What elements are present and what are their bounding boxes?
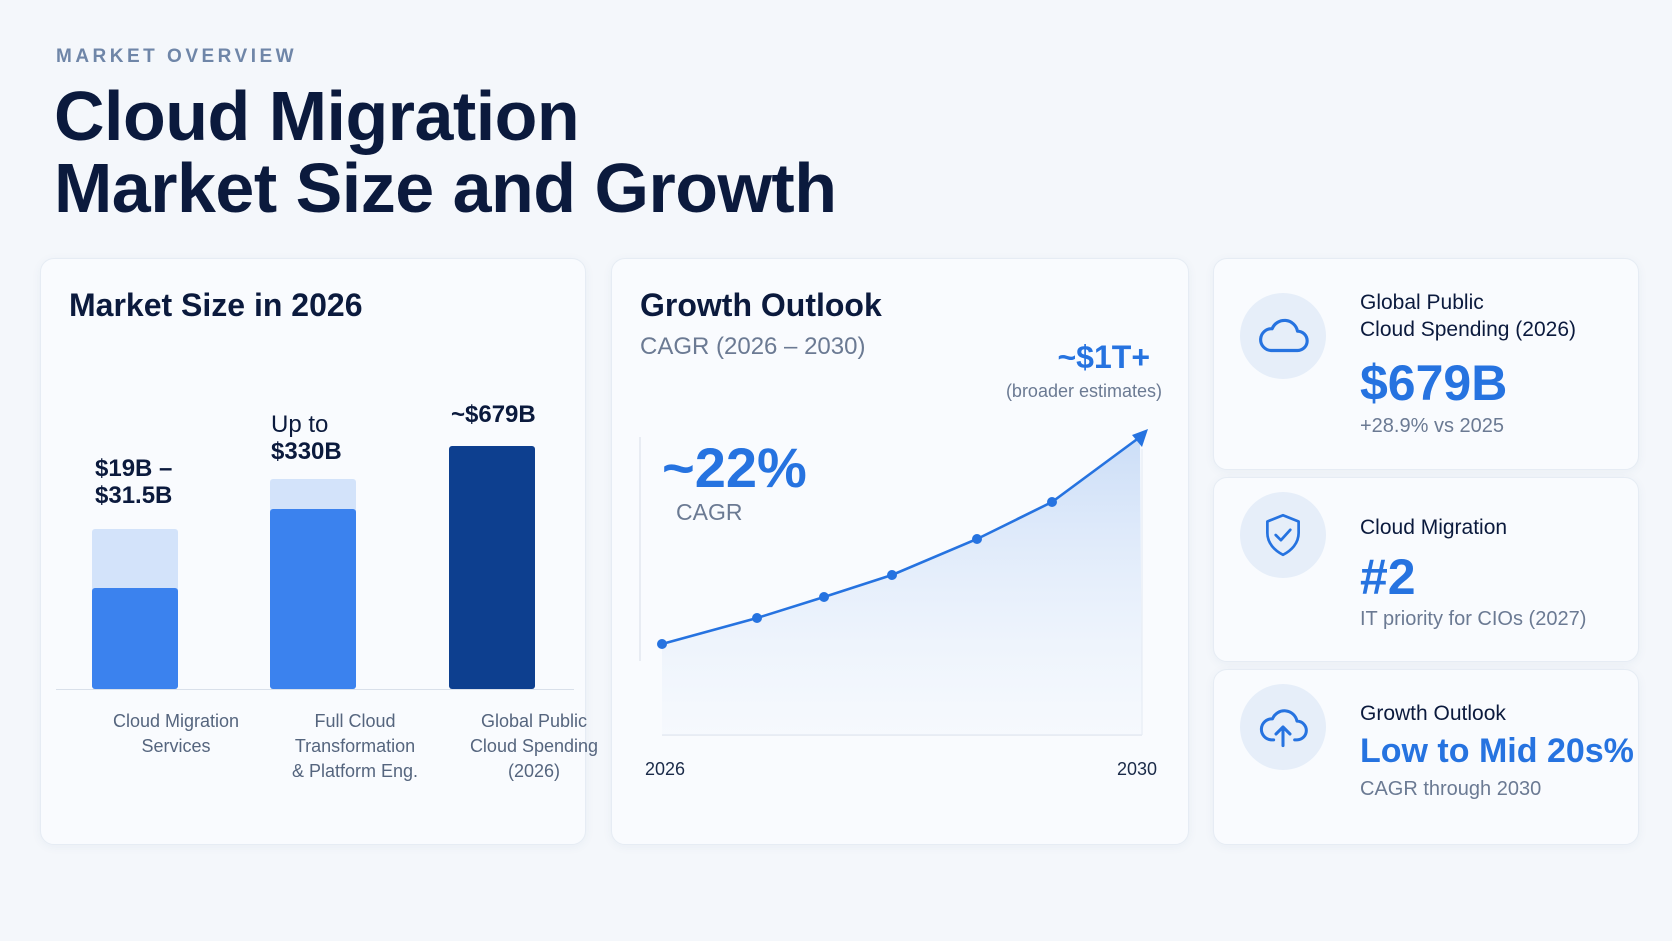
growth-point-3: [819, 592, 829, 602]
kpi-card-growth-outlook: Growth Outlook Low to Mid 20s% CAGR thro…: [1213, 669, 1639, 845]
kpi-3-note: CAGR through 2030: [1360, 778, 1542, 800]
bar-category-1: Cloud Migration Services: [101, 709, 251, 759]
bar-3: [449, 446, 535, 689]
page-title-line-2: Market Size and Growth: [54, 149, 837, 227]
growth-outlook-card: Growth Outlook CAGR (2026 – 2030) ~22% C…: [611, 258, 1189, 845]
bar-category-2: Full Cloud Transformation & Platform Eng…: [280, 709, 430, 784]
kpi-1-label-line-2: Cloud Spending (2026): [1360, 318, 1576, 341]
end-value-note: (broader estimates): [1005, 381, 1162, 401]
kpi-1-label-line-1: Global Public: [1360, 291, 1484, 314]
growth-outlook-title: Growth Outlook: [640, 287, 882, 323]
kpi-card-migration-priority: Cloud Migration #2 IT priority for CIOs …: [1213, 477, 1639, 662]
kpi-1-note: +28.9% vs 2025: [1360, 415, 1504, 437]
bar-2: [270, 509, 356, 689]
growth-point-2: [752, 613, 762, 623]
kpi-card-public-cloud: Global Public Cloud Spending (2026) $679…: [1213, 258, 1639, 470]
cagr-label: CAGR: [676, 499, 743, 525]
kpi-1-value: $679B: [1360, 355, 1508, 411]
kpi-1-label: Global Public Cloud Spending (2026): [1360, 289, 1576, 343]
bar-value-1-line-2: $31.5B: [95, 482, 173, 509]
kpi-2-label: Cloud Migration: [1360, 516, 1508, 539]
bar-chart: [92, 446, 535, 689]
growth-point-1: [657, 639, 667, 649]
bar-value-label-3: ~$679B: [451, 401, 536, 428]
bar-category-2-line-2: Transformation: [294, 736, 416, 756]
growth-point-6: [1047, 497, 1057, 507]
end-value-annotation: ~$1T+: [1057, 339, 1150, 375]
bar-category-1-line-2: Services: [141, 736, 211, 756]
growth-area: [662, 437, 1142, 735]
page-title-line-1: Cloud Migration: [54, 77, 580, 155]
growth-point-5: [972, 534, 982, 544]
kpi-2-value: #2: [1360, 549, 1416, 605]
x-tick-start: 2026: [645, 759, 686, 779]
shield-check-icon: [1240, 492, 1326, 578]
bar-category-2-line-1: Full Cloud: [314, 711, 396, 731]
bar-category-3: Global Public Cloud Spending (2026): [459, 709, 609, 784]
growth-outlook-subtitle: CAGR (2026 – 2030): [640, 333, 866, 360]
bar-category-1-line-1: Cloud Migration: [112, 711, 240, 731]
growth-point-4: [887, 570, 897, 580]
cloud-upload-icon: [1240, 684, 1326, 770]
x-tick-end: 2030: [1117, 759, 1158, 779]
bar-value-2-line-1: Up to: [271, 411, 329, 438]
market-size-card: Market Size in 2026 $19B – $31.5B Up to …: [40, 258, 598, 845]
page-title: Cloud Migration Market Size and Growth: [54, 77, 837, 227]
bar-value-3-line-1: ~$679B: [451, 401, 536, 428]
cloud-icon: [1240, 293, 1326, 379]
kpi-3-label: Growth Outlook: [1360, 702, 1506, 725]
kpi-2-note: IT priority for CIOs (2027): [1360, 608, 1587, 630]
growth-arrow-head: [1132, 429, 1148, 447]
growth-line-chart: [639, 429, 1148, 736]
bar-category-3-line-2: Cloud Spending: [469, 736, 599, 756]
kpi-3-value: Low to Mid 20s%: [1360, 732, 1634, 770]
market-size-title: Market Size in 2026: [69, 287, 363, 323]
bar-category-3-line-3: (2026): [507, 761, 561, 781]
bar-baseline: [56, 689, 574, 690]
bar-value-label-2: Up to $330B: [271, 411, 342, 465]
bar-category-2-line-3: & Platform Eng.: [291, 761, 419, 781]
bar-1: [92, 588, 178, 689]
bar-value-1-line-1: $19B –: [95, 455, 173, 482]
eyebrow: MARKET OVERVIEW: [56, 46, 298, 67]
bar-category-3-line-1: Global Public: [480, 711, 588, 731]
bar-value-label-1: $19B – $31.5B: [95, 455, 172, 509]
bar-value-2-line-2: $330B: [271, 438, 342, 465]
cagr-value: ~22%: [662, 436, 807, 499]
